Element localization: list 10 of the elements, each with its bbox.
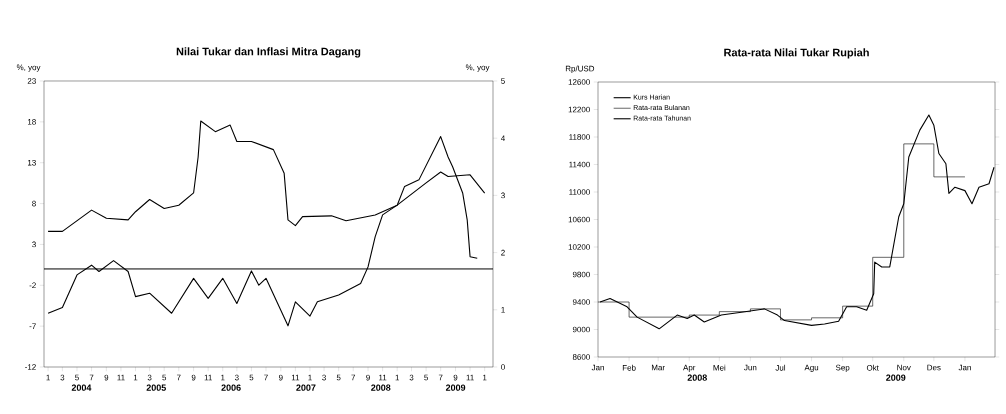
text: 2006 <box>221 384 241 391</box>
chart-title: Nilai Tukar dan Inflasi Mitra Dagang <box>176 47 361 58</box>
text: 2004 <box>71 384 92 391</box>
text: 2009 <box>445 384 466 391</box>
chart-title: Rata-rata Nilai Tukar Rupiah <box>724 48 869 59</box>
text: 2008 <box>371 384 391 391</box>
text: 2005 <box>146 384 166 391</box>
text: 2007 <box>296 384 316 391</box>
text: 2009 <box>886 374 906 381</box>
text: 2008 <box>687 374 707 381</box>
